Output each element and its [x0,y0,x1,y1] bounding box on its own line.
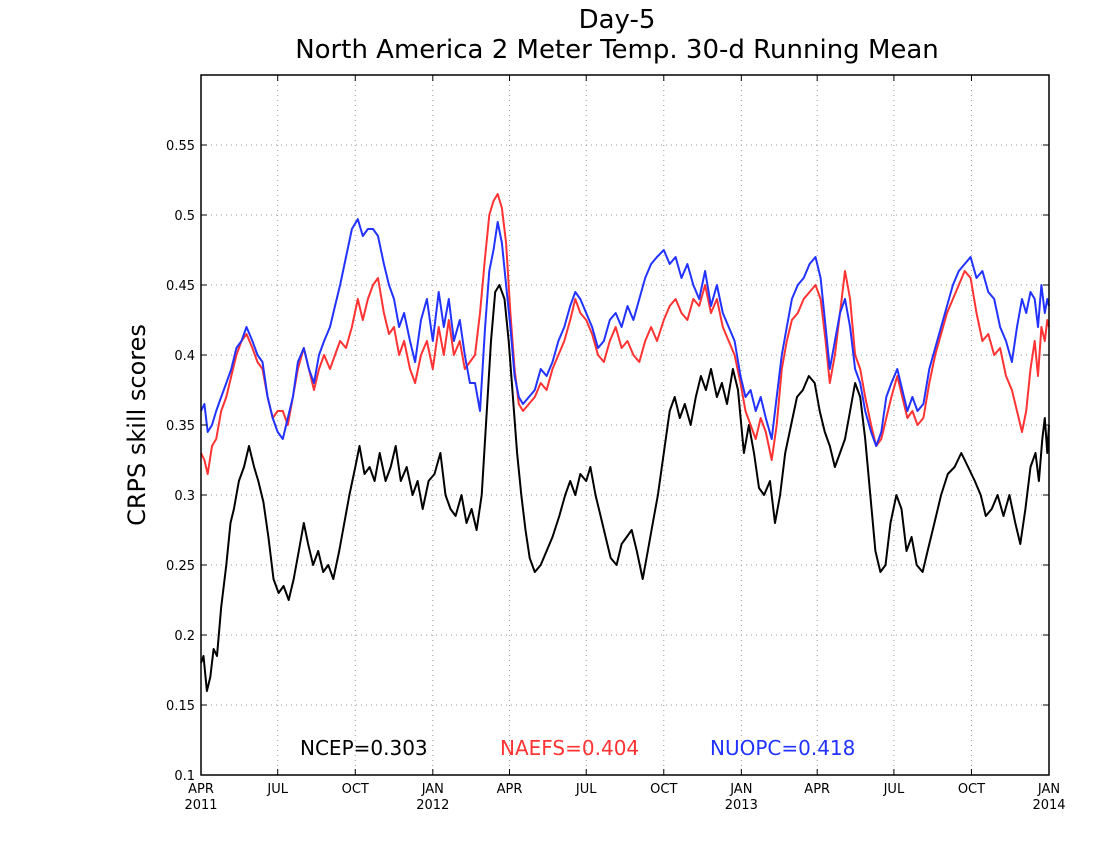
x-tick-label: APR [497,782,523,797]
x-tick-label: JAN [729,782,752,797]
series-line-nuopc [200,218,1050,447]
x-tick-label: JAN [1037,782,1060,797]
x-tick-label: JUL [883,782,905,797]
x-tick-label: APR [188,782,214,797]
y-tick-label: 0.1 [174,769,195,784]
series-line-ncep [200,284,1050,692]
y-tick-label: 0.3 [174,489,195,504]
x-tick-label: JUL [575,782,597,797]
y-tick-label: 0.2 [174,629,195,644]
y-axis: 0.1 0.15 0.2 0.25 0.3 0.35 0.4 0.45 0.5 0.55 [166,139,1049,784]
x-tick-year-label: 2014 [1032,798,1065,813]
x-tick-year-label: 2011 [184,798,217,813]
x-tick-label: OCT [342,782,369,797]
y-tick-label: 0.55 [166,139,195,154]
y-tick-label: 0.4 [174,349,195,364]
x-tick-label: OCT [958,782,985,797]
y-tick-label: 0.45 [166,279,195,294]
y-tick-label: 0.5 [174,209,195,224]
x-tick-label: APR [804,782,830,797]
x-tick-label: OCT [650,782,677,797]
x-tick-year-label: 2012 [416,798,449,813]
chart-subtitle: North America 2 Meter Temp. 30-d Running… [295,35,939,65]
series-line-naefs [200,193,1050,475]
legend-entry-naefs: NAEFS=0.404 [500,736,639,760]
y-tick-label: 0.25 [166,559,195,574]
x-tick-label: JUL [266,782,288,797]
grid-lines [201,75,1049,775]
y-tick-label: 0.15 [166,699,195,714]
series-lines [200,193,1050,692]
legend: NCEP=0.303 NAEFS=0.404 NUOPC=0.418 [300,736,855,760]
chart-title: Day-5 [579,5,656,35]
y-tick-label: 0.35 [166,419,195,434]
y-axis-label: CRPS skill scores [123,324,151,526]
x-tick-label: JAN [421,782,444,797]
x-tick-year-label: 2013 [725,798,758,813]
legend-entry-ncep: NCEP=0.303 [300,736,428,760]
legend-entry-nuopc: NUOPC=0.418 [710,736,855,760]
